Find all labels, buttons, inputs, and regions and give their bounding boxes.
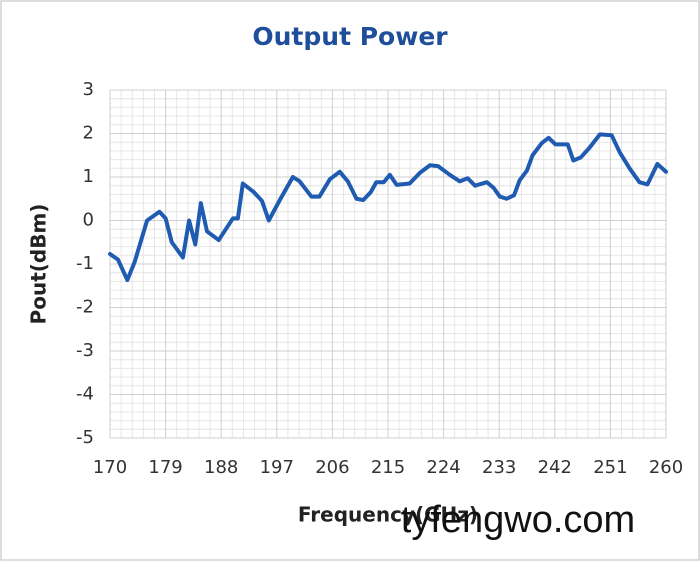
- y-tick-label: 3: [83, 79, 94, 100]
- y-tick-label: -1: [76, 253, 94, 274]
- x-tick-label: 215: [371, 457, 405, 478]
- x-axis-label: Frequency(GHz): [298, 503, 478, 527]
- y-axis-label: Pout(dBm): [27, 204, 51, 325]
- x-tick-label: 197: [260, 457, 294, 478]
- x-tick-label: 179: [148, 457, 182, 478]
- y-tick-label: -3: [76, 340, 94, 361]
- x-tick-label: 233: [482, 457, 516, 478]
- x-tick-label: 260: [649, 457, 683, 478]
- watermark: tyfengwo.com: [401, 499, 635, 541]
- x-tick-label: 242: [538, 457, 572, 478]
- x-tick-label: 188: [204, 457, 238, 478]
- y-tick-label: -2: [76, 297, 94, 318]
- data-line: [108, 132, 668, 283]
- y-tick-label: 2: [83, 123, 94, 144]
- y-tick-label: -4: [76, 384, 94, 405]
- x-tick-label: 224: [426, 457, 460, 478]
- chart-title: Output Power: [252, 22, 448, 51]
- x-tick-label: 170: [93, 457, 127, 478]
- y-tick-label: 0: [83, 210, 94, 231]
- x-tick-label: 251: [593, 457, 627, 478]
- y-tick-label: 1: [83, 166, 94, 187]
- x-tick-label: 206: [315, 457, 349, 478]
- y-tick-label: -5: [76, 427, 94, 448]
